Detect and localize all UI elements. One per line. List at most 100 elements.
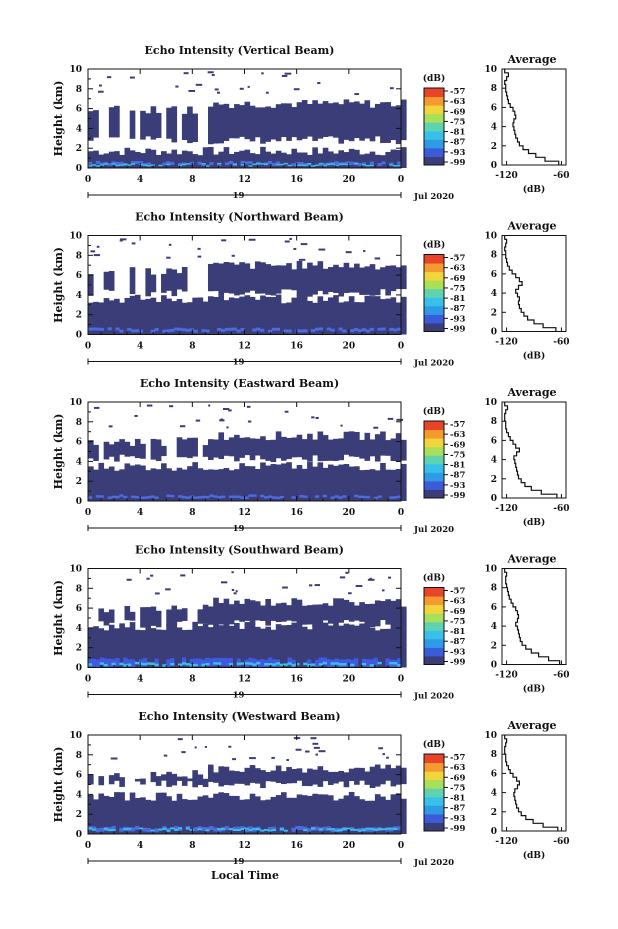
echo-cell: [281, 152, 287, 168]
echo-cell: [317, 153, 324, 168]
echo-cell: [364, 100, 371, 139]
colorbar-segment: [424, 604, 444, 614]
echo-cell-strong: [311, 663, 316, 666]
echo-cell-strong: [217, 327, 222, 331]
echo-cell: [348, 791, 355, 834]
echo-cell: [286, 767, 292, 784]
x-tick-label: 16: [290, 841, 303, 851]
echo-cell-strong: [189, 663, 194, 667]
echo-cell-strong: [264, 828, 269, 831]
echo-cell-strong: [177, 663, 183, 667]
echo-cell-strong: [236, 826, 241, 831]
panel-title: Echo Intensity (Westward Beam): [138, 710, 340, 723]
echo-cell-strong: [111, 825, 116, 830]
echo-cell: [192, 113, 198, 143]
y-tick-label: 10: [69, 232, 82, 242]
echo-speck: [295, 748, 302, 751]
colorbar-segment: [424, 463, 444, 473]
echo-cell: [114, 470, 120, 501]
echo-cell: [176, 467, 183, 501]
echo-cell: [333, 438, 339, 461]
y-tick-label: 6: [76, 438, 82, 448]
echo-cell: [207, 606, 214, 625]
echo-cell: [239, 603, 245, 622]
echo-cell-strong: [260, 494, 265, 498]
echo-cell: [390, 622, 397, 668]
y-tick-label: 2: [76, 144, 82, 154]
echo-cell: [312, 265, 318, 295]
echo-cell: [369, 296, 376, 335]
echo-cell: [333, 771, 339, 784]
echo-cell-strong: [181, 662, 187, 665]
echo-cell: [307, 768, 313, 787]
echo-cell: [270, 629, 277, 668]
echo-cell: [327, 464, 334, 501]
echo-cell: [307, 462, 313, 501]
echo-cell: [223, 262, 230, 293]
echo-cell-strong: [260, 328, 265, 332]
echo-cell: [265, 598, 271, 626]
echo-cell: [228, 770, 235, 786]
echo-cell-strong: [162, 329, 167, 333]
echo-cell: [134, 778, 141, 782]
echo-cell: [317, 794, 324, 834]
echo-cell-strong: [256, 828, 261, 831]
echo-cell-strong: [275, 496, 281, 500]
echo-cell: [338, 625, 345, 668]
echo-cell: [281, 625, 287, 668]
echo-cell-strong: [318, 828, 324, 831]
y-tick-label: 4: [76, 291, 82, 301]
profile-y-tick-label: 0: [491, 661, 497, 671]
echo-cell-strong: [177, 827, 183, 830]
echo-cell-strong: [377, 327, 382, 331]
echo-cell: [88, 774, 94, 785]
echo-cell: [244, 598, 251, 621]
echo-cell-strong: [189, 659, 194, 667]
echo-cell: [385, 265, 391, 296]
echo-cell: [140, 778, 146, 785]
echo-cell-strong: [119, 161, 124, 165]
profile-x-tick-label: -120: [495, 504, 518, 514]
echo-cell: [364, 800, 371, 834]
echo-cell: [129, 792, 136, 834]
echo-cell: [218, 295, 225, 335]
colorbar-segment: [424, 113, 444, 123]
echo-cell: [307, 300, 313, 335]
echo-cell: [155, 469, 162, 501]
echo-speck: [311, 416, 315, 419]
echo-cell: [239, 771, 245, 784]
x-tick-label: 0: [85, 175, 91, 185]
colorbar-segment: [424, 472, 444, 482]
echo-cell: [108, 300, 115, 335]
echo-cell: [155, 610, 162, 628]
colorbar-segment: [424, 305, 444, 315]
echo-cell: [260, 770, 266, 789]
echo-cell-strong: [318, 657, 324, 666]
echo-cell-strong: [283, 829, 288, 832]
echo-speck: [165, 588, 171, 591]
echo-cell-strong: [318, 663, 324, 666]
echo-speck: [131, 242, 136, 245]
profile-y-tick-label: 0: [491, 328, 497, 338]
echo-cell: [291, 797, 298, 834]
echo-cell: [108, 609, 115, 623]
echo-cell-strong: [354, 162, 359, 165]
echo-cell: [374, 103, 381, 137]
colorbar-tick-label: -81: [450, 794, 465, 804]
echo-cell: [385, 298, 391, 335]
echo-cell-strong: [365, 495, 370, 499]
echo-cell: [244, 295, 251, 335]
y-tick-label: 2: [76, 810, 82, 820]
echo-cell: [228, 297, 235, 335]
echo-cell: [343, 795, 350, 834]
echo-cell-strong: [260, 163, 265, 165]
echo-cell: [301, 795, 308, 834]
echo-speck: [265, 91, 269, 94]
echo-cell: [301, 294, 308, 335]
panel-title: Echo Intensity (Southward Beam): [135, 544, 344, 557]
echo-cell: [390, 768, 397, 787]
echo-cell-strong: [271, 659, 277, 668]
echo-cell: [286, 462, 292, 501]
x-tick-label: 20: [343, 175, 356, 185]
echo-cell: [327, 439, 334, 461]
